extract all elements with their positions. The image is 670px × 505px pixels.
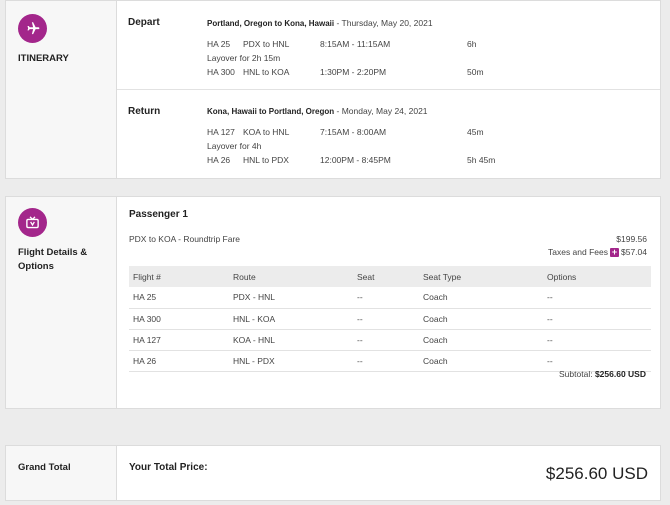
flight-duration: 50m bbox=[467, 67, 484, 77]
taxes-amount: $57.04 bbox=[621, 247, 647, 257]
itinerary-panel: ITINERARY Depart Portland, Oregon to Kon… bbox=[5, 0, 661, 179]
table-row: HA 127 KOA - HNL -- Coach -- bbox=[129, 329, 651, 351]
subtotal: Subtotal: $256.60 USD bbox=[559, 369, 646, 379]
flight-route: HNL to PDX bbox=[243, 155, 289, 165]
cell-seat-type: Coach bbox=[419, 287, 543, 309]
airplane-icon bbox=[18, 14, 47, 43]
depart-segment: Depart Portland, Oregon to Kona, Hawaii … bbox=[117, 1, 660, 89]
cell-seat: -- bbox=[353, 329, 419, 351]
cell-route: HNL - PDX bbox=[229, 350, 353, 372]
grand-total-label: Grand Total bbox=[18, 462, 71, 473]
layover-text: Layover for 2h 15m bbox=[207, 53, 281, 63]
flight-code: HA 300 bbox=[207, 67, 235, 77]
total-amount: $256.60 USD bbox=[545, 464, 648, 483]
details-label: Flight Details & Options bbox=[18, 246, 87, 274]
flight-duration: 6h bbox=[467, 39, 477, 49]
depart-route-line: Portland, Oregon to Kona, Hawaii - Thurs… bbox=[207, 18, 433, 28]
cell-options: -- bbox=[543, 287, 651, 309]
flight-time: 8:15AM - 11:15AM bbox=[320, 39, 391, 49]
return-route: Kona, Hawaii to Portland, Oregon bbox=[207, 107, 335, 116]
itinerary-label: ITINERARY bbox=[18, 53, 69, 64]
details-label-line2: Options bbox=[18, 261, 54, 272]
table-row: HA 300 HNL - KOA -- Coach -- bbox=[129, 308, 651, 330]
flight-details-panel: Flight Details & Options Passenger 1 PDX… bbox=[5, 196, 661, 409]
flight-route: PDX to HNL bbox=[243, 39, 290, 49]
cell-options: -- bbox=[543, 308, 651, 330]
cell-route: HNL - KOA bbox=[229, 308, 353, 330]
return-title: Return bbox=[128, 106, 161, 117]
flight-time: 7:15AM - 8:00AM bbox=[320, 127, 387, 137]
flight-route: KOA to HNL bbox=[243, 127, 290, 137]
cell-route: KOA - HNL bbox=[229, 329, 353, 351]
cell-seat: -- bbox=[353, 308, 419, 330]
depart-date: Thursday, May 20, 2021 bbox=[341, 18, 433, 28]
flight-duration: 45m bbox=[467, 127, 484, 137]
flight-options-table: Flight # Route Seat Seat Type Options HA… bbox=[129, 266, 651, 372]
table-row: HA 25 PDX - HNL -- Coach -- bbox=[129, 287, 651, 309]
seat-tv-icon bbox=[18, 208, 47, 237]
cell-options: -- bbox=[543, 350, 651, 372]
passenger-title: Passenger 1 bbox=[129, 209, 188, 220]
taxes-line: Taxes and Fees + $57.04 bbox=[548, 247, 647, 257]
layover-text: Layover for 4h bbox=[207, 141, 262, 151]
itinerary-main: Depart Portland, Oregon to Kona, Hawaii … bbox=[116, 1, 660, 178]
grand-total-main: Your Total Price: $256.60 USD bbox=[116, 446, 660, 500]
flight-code: HA 25 bbox=[207, 39, 231, 49]
cell-seat-type: Coach bbox=[419, 329, 543, 351]
cell-flight: HA 127 bbox=[129, 329, 229, 351]
cell-seat-type: Coach bbox=[419, 350, 543, 372]
cell-options: -- bbox=[543, 329, 651, 351]
flight-code: HA 26 bbox=[207, 155, 231, 165]
column-header: Flight # bbox=[129, 266, 229, 287]
taxes-label: Taxes and Fees bbox=[547, 247, 608, 257]
details-main: Passenger 1 PDX to KOA - Roundtrip Fare … bbox=[116, 197, 660, 408]
flight-route: HNL to KOA bbox=[243, 67, 290, 77]
fare-amount: $199.56 bbox=[616, 234, 647, 244]
itinerary-sidebar: ITINERARY bbox=[6, 1, 116, 178]
cell-seat: -- bbox=[353, 350, 419, 372]
column-header: Seat bbox=[353, 266, 419, 287]
flight-code: HA 127 bbox=[207, 127, 235, 137]
cell-flight: HA 26 bbox=[129, 350, 229, 372]
flight-time: 12:00PM - 8:45PM bbox=[320, 155, 391, 165]
fare-label: PDX to KOA - Roundtrip Fare bbox=[129, 234, 241, 244]
grand-total-sidebar: Grand Total bbox=[6, 446, 116, 500]
table-row: HA 26 HNL - PDX -- Coach -- bbox=[129, 350, 651, 372]
depart-route: Portland, Oregon to Kona, Hawaii bbox=[207, 19, 335, 28]
column-header: Seat Type bbox=[419, 266, 543, 287]
plus-icon[interactable]: + bbox=[610, 246, 619, 257]
depart-title: Depart bbox=[128, 17, 160, 28]
details-sidebar: Flight Details & Options bbox=[6, 197, 116, 408]
cell-flight: HA 25 bbox=[129, 287, 229, 309]
grand-total-panel: Grand Total Your Total Price: $256.60 US… bbox=[5, 445, 661, 501]
flight-time: 1:30PM - 2:20PM bbox=[320, 67, 387, 77]
cell-seat: -- bbox=[353, 287, 419, 309]
segment-divider bbox=[117, 89, 660, 90]
cell-flight: HA 300 bbox=[129, 308, 229, 330]
return-route-line: Kona, Hawaii to Portland, Oregon - Monda… bbox=[207, 106, 428, 116]
column-header: Route bbox=[229, 266, 353, 287]
subtotal-amount: $256.60 USD bbox=[594, 369, 646, 379]
flight-duration: 5h 45m bbox=[467, 155, 496, 165]
column-header: Options bbox=[543, 266, 651, 287]
table-header-row: Flight # Route Seat Seat Type Options bbox=[129, 266, 651, 287]
subtotal-label: Subtotal: bbox=[559, 369, 593, 379]
return-segment: Return Kona, Hawaii to Portland, Oregon … bbox=[117, 90, 660, 179]
cell-route: PDX - HNL bbox=[229, 287, 353, 309]
cell-seat-type: Coach bbox=[419, 308, 543, 330]
details-label-line1: Flight Details & bbox=[18, 247, 88, 258]
your-total-label: Your Total Price: bbox=[129, 462, 208, 473]
return-date: Monday, May 24, 2021 bbox=[341, 106, 428, 116]
